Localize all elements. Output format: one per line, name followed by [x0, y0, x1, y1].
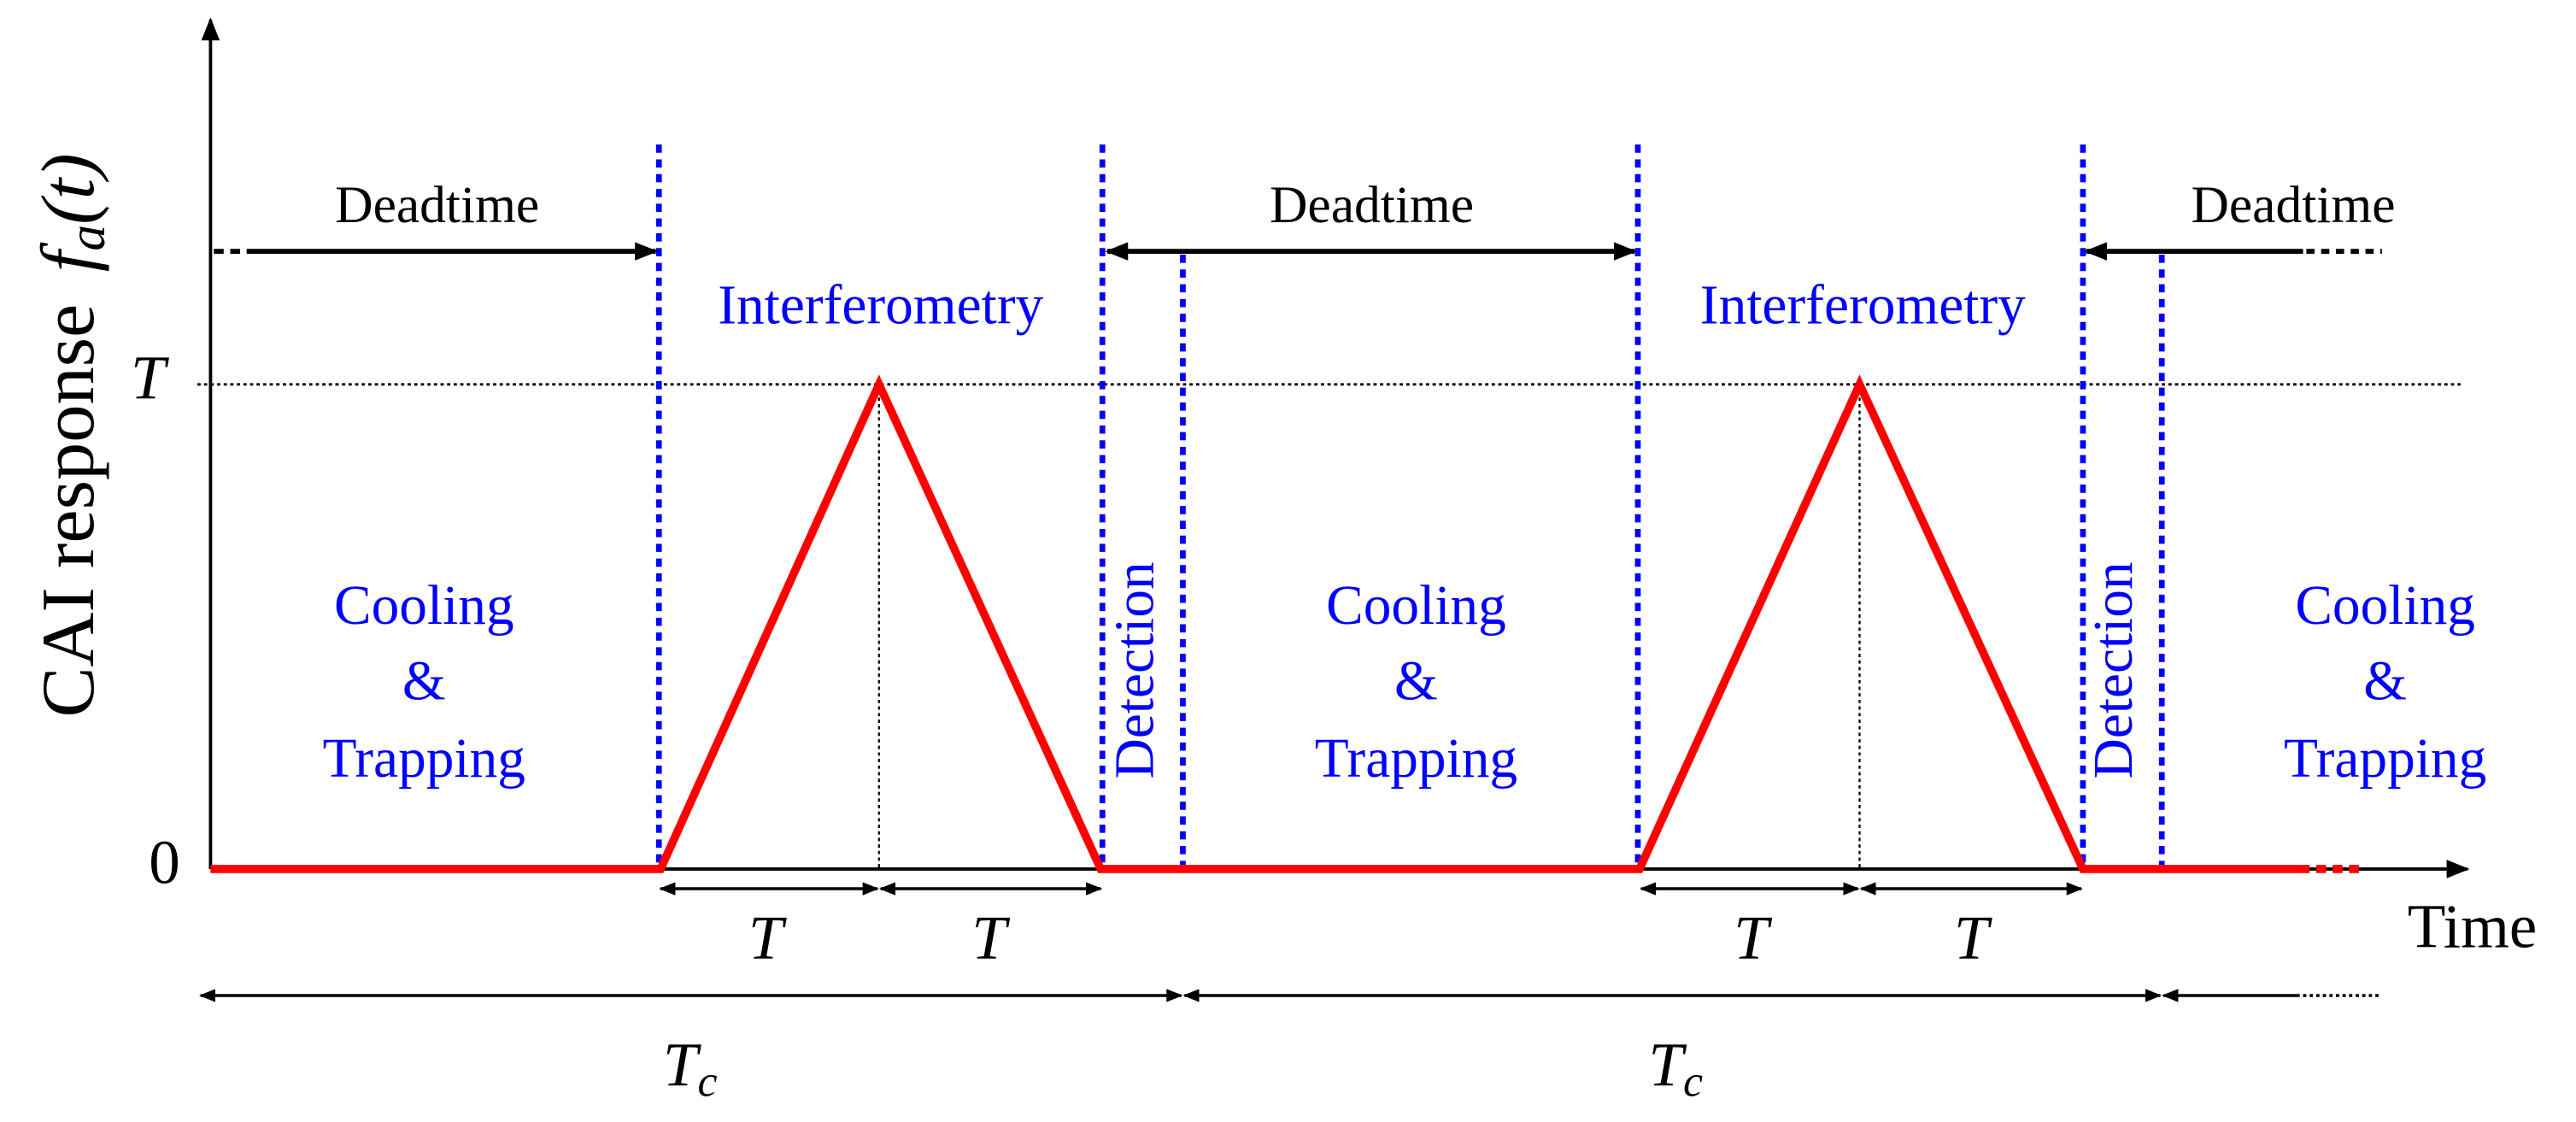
interval-label: T: [748, 903, 787, 972]
y-tick-label: 0: [149, 828, 180, 897]
cooling-line: Cooling: [334, 575, 514, 637]
cooling-label: Cooling & Trapping: [323, 575, 525, 790]
y-axis-argument: (t): [26, 153, 110, 224]
interval-label: T: [1954, 903, 1992, 972]
cycle-label: Tc: [1648, 1030, 1703, 1106]
y-axis-label-text: CAI response: [26, 304, 110, 718]
y-axis-label: CAI response fa(t): [26, 153, 116, 717]
y-axis-subscript: a: [58, 225, 116, 251]
cooling-line: Trapping: [1315, 728, 1517, 790]
interferometry-label: Interferometry: [718, 274, 1043, 336]
cooling-line: Trapping: [323, 728, 525, 790]
x-axis-label: Time: [2408, 892, 2538, 961]
deadtime-label: Deadtime: [2191, 176, 2395, 234]
phase-boundaries: [655, 144, 2165, 869]
deadtime-label: Deadtime: [335, 176, 539, 234]
cycle-subscript: c: [1683, 1058, 1703, 1107]
cooling-label: Cooling & Trapping: [2284, 575, 2486, 790]
cooling-line: &: [2363, 651, 2407, 713]
cycle-subscript: c: [698, 1058, 718, 1107]
detection-label: Detection: [1104, 561, 1165, 778]
cycle-symbol: T: [1648, 1030, 1687, 1099]
cycle-label: Tc: [663, 1030, 718, 1106]
interferometry-label: Interferometry: [1700, 274, 2026, 336]
y-tick-label: T: [131, 344, 169, 413]
cooling-line: &: [1394, 651, 1438, 713]
detection-label: Detection: [2083, 561, 2145, 778]
cooling-line: Trapping: [2284, 728, 2486, 790]
cooling-line: &: [402, 651, 446, 713]
interval-label: T: [1734, 903, 1772, 972]
cooling-label: Cooling & Trapping: [1315, 575, 1517, 790]
deadtime-label: Deadtime: [1270, 176, 1474, 234]
response-curve: [210, 374, 2300, 873]
cycle-symbol: T: [663, 1030, 701, 1099]
interval-label: T: [971, 903, 1010, 972]
cooling-line: Cooling: [1326, 575, 1506, 637]
cooling-line: Cooling: [2295, 575, 2475, 637]
